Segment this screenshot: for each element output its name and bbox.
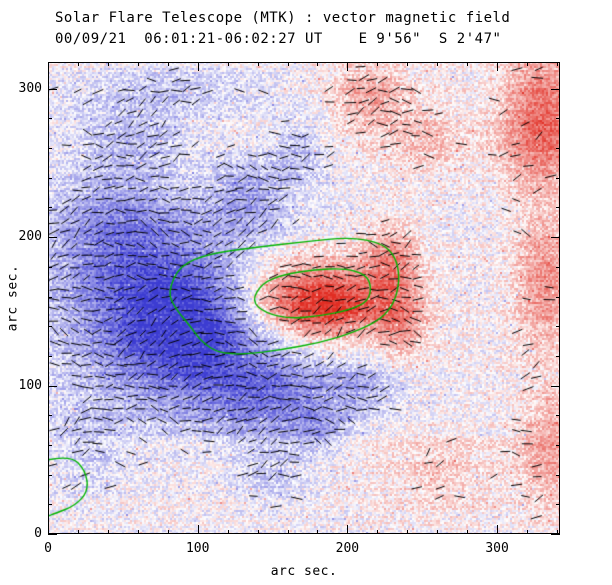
x-tick-label: 100 xyxy=(185,541,210,556)
magnetogram-canvas xyxy=(48,62,560,534)
y-tick-label: 300 xyxy=(18,80,42,96)
x-tick-label: 200 xyxy=(335,541,360,556)
chart-subtitle: 00/09/21 06:01:21-06:02:27 UT E 9'56" S … xyxy=(55,31,502,47)
y-tick-label: 100 xyxy=(18,377,42,393)
y-tick-label: 0 xyxy=(34,526,42,541)
x-axis-label: arc sec. xyxy=(270,564,338,579)
y-axis-label: arc sec. xyxy=(5,264,21,332)
x-tick-label: 300 xyxy=(485,541,509,556)
x-tick-label: 0 xyxy=(44,541,52,556)
y-tick-label: 200 xyxy=(18,229,42,245)
chart-title: Solar Flare Telescope (MTK) : vector mag… xyxy=(55,10,511,26)
